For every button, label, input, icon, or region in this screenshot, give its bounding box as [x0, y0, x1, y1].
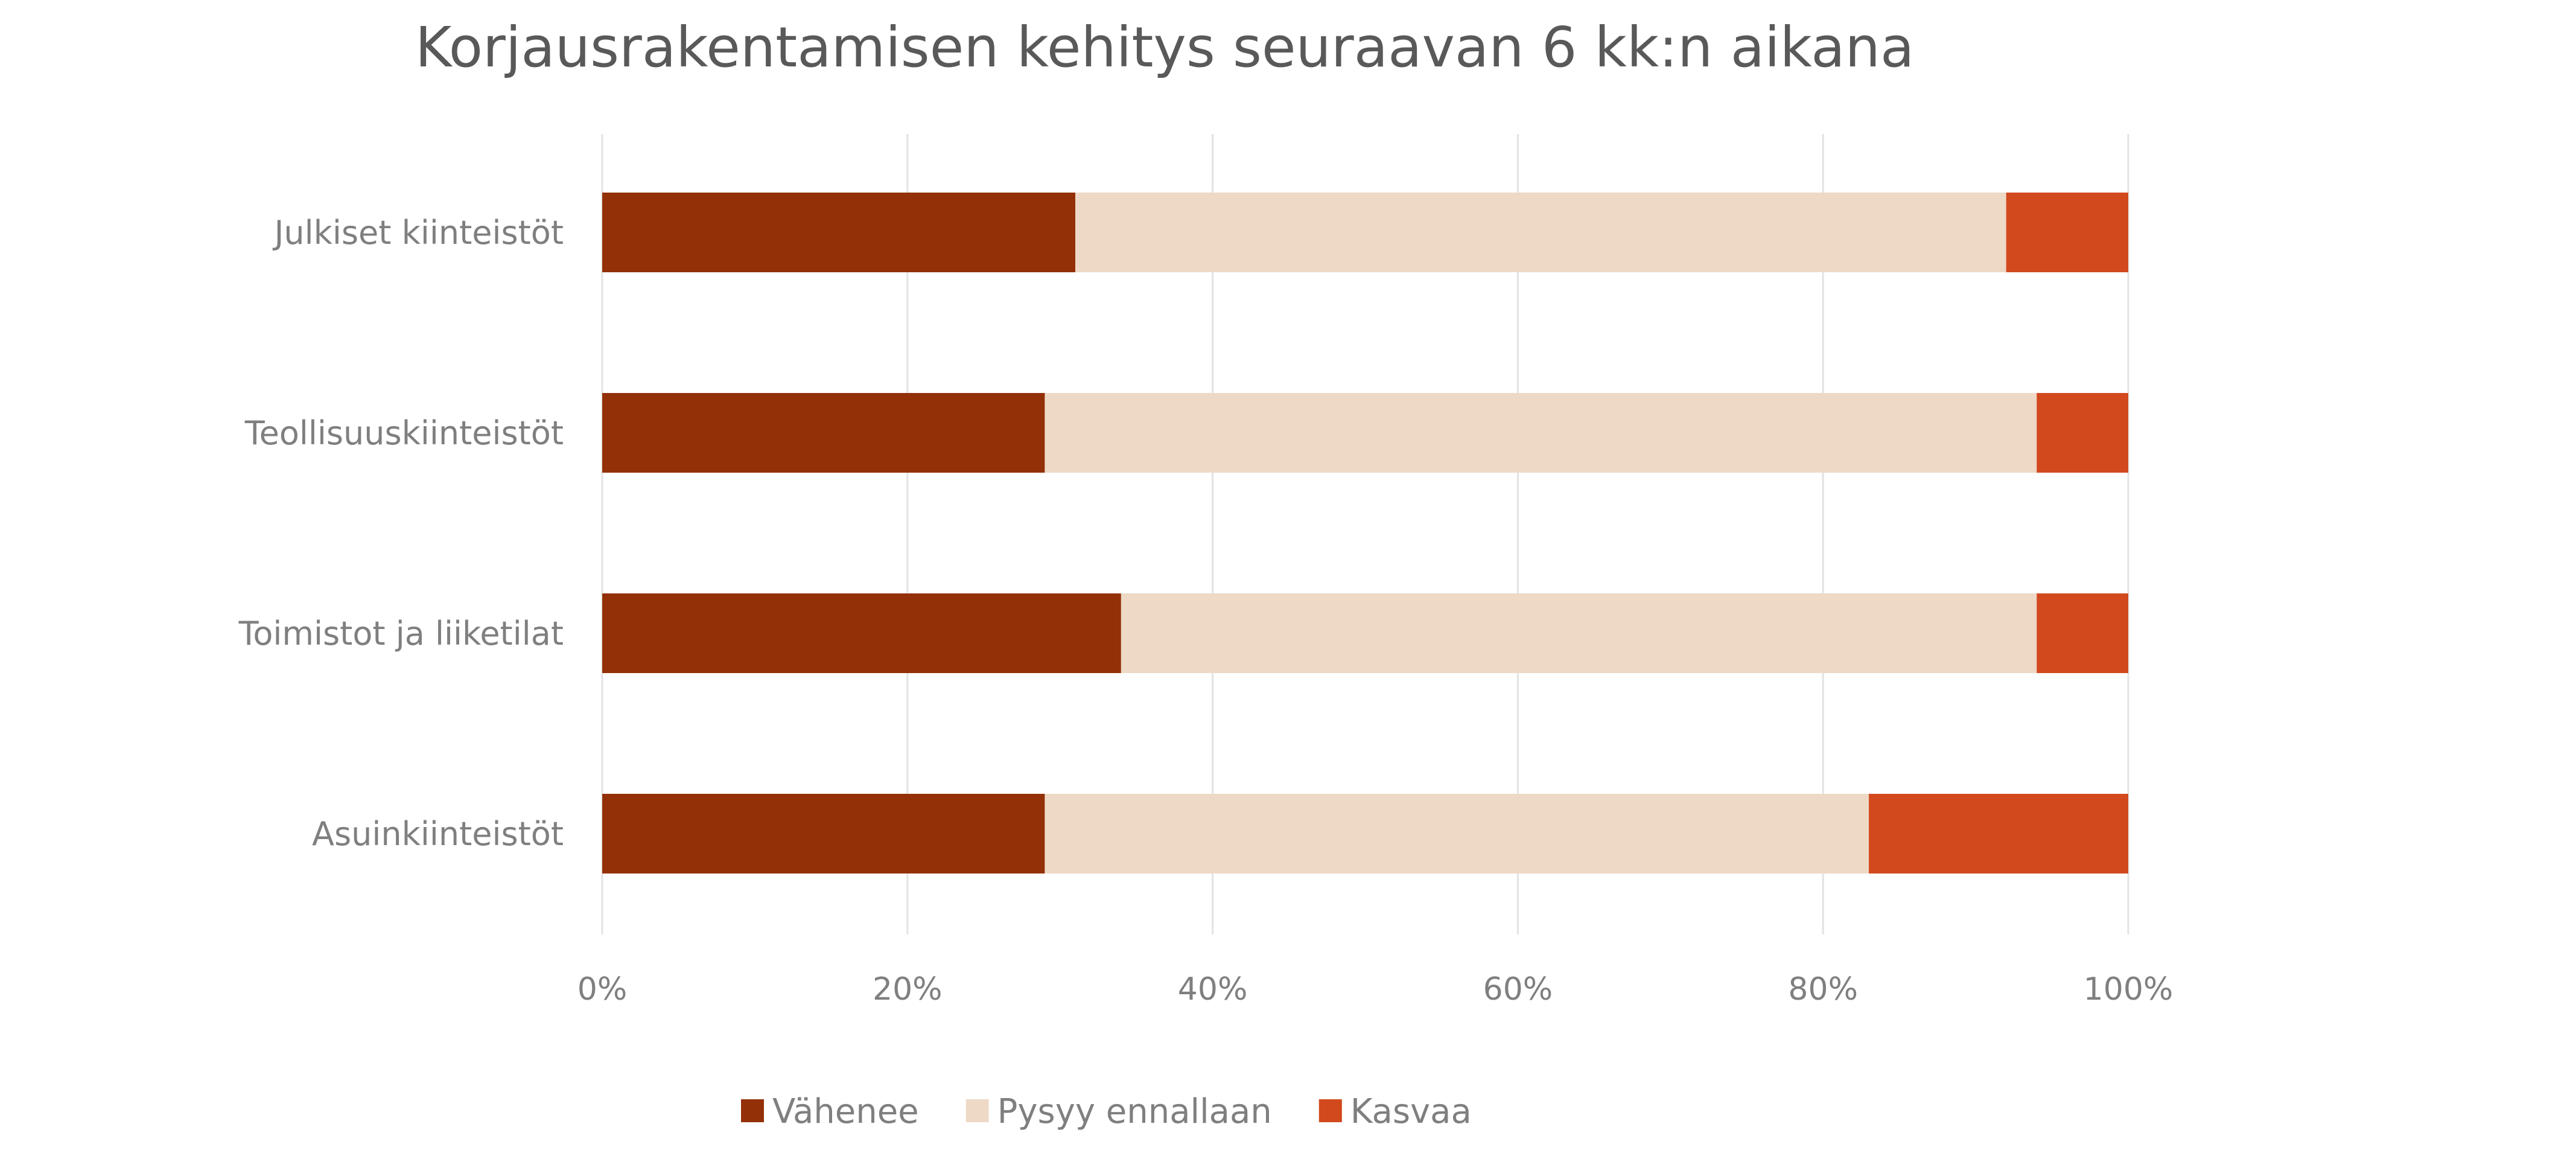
legend: Vähenee Pysyy ennallaan Kasvaa	[741, 1092, 1472, 1131]
legend-label: Vähenee	[772, 1092, 919, 1131]
category-label: Julkiset kiinteistöt	[272, 214, 564, 252]
category-label: Toimistot ja liiketilat	[238, 615, 564, 653]
x-tick-label: 60%	[1483, 971, 1553, 1008]
x-tick-label: 80%	[1788, 971, 1858, 1008]
bar-segment	[1121, 593, 2037, 673]
x-axis-tick-labels: 0% 20% 40% 60% 80% 100%	[577, 971, 2174, 1008]
bar-segment	[1045, 393, 2037, 473]
legend-swatch	[965, 1099, 989, 1122]
x-tick-label: 0%	[577, 971, 628, 1008]
bar-segment	[602, 794, 1045, 874]
bar-segment	[1075, 193, 2006, 272]
chart-title: Korjausrakentamisen kehitys seuraavan 6 …	[415, 15, 1914, 80]
bars	[602, 193, 2128, 874]
x-tick-label: 100%	[2084, 971, 2174, 1008]
category-label: Asuinkiinteistöt	[312, 815, 564, 853]
category-label: Teollisuuskiinteistöt	[244, 414, 564, 452]
legend-label: Pysyy ennallaan	[997, 1092, 1272, 1131]
bar-segment	[1045, 794, 1869, 874]
bar-segment	[2006, 193, 2128, 272]
category-labels: Julkiset kiinteistöt Teollisuuskiinteistö…	[238, 214, 564, 853]
bar-segment	[1869, 794, 2128, 874]
bar-segment	[602, 393, 1045, 473]
bar-segment	[2037, 393, 2128, 473]
bar-segment	[602, 193, 1075, 272]
bar-segment	[2037, 593, 2128, 673]
legend-label: Kasvaa	[1350, 1092, 1472, 1131]
legend-swatch	[741, 1099, 764, 1122]
x-tick-label: 20%	[873, 971, 943, 1008]
legend-swatch	[1318, 1099, 1342, 1122]
bar-segment	[602, 593, 1121, 673]
x-tick-label: 40%	[1178, 971, 1248, 1008]
